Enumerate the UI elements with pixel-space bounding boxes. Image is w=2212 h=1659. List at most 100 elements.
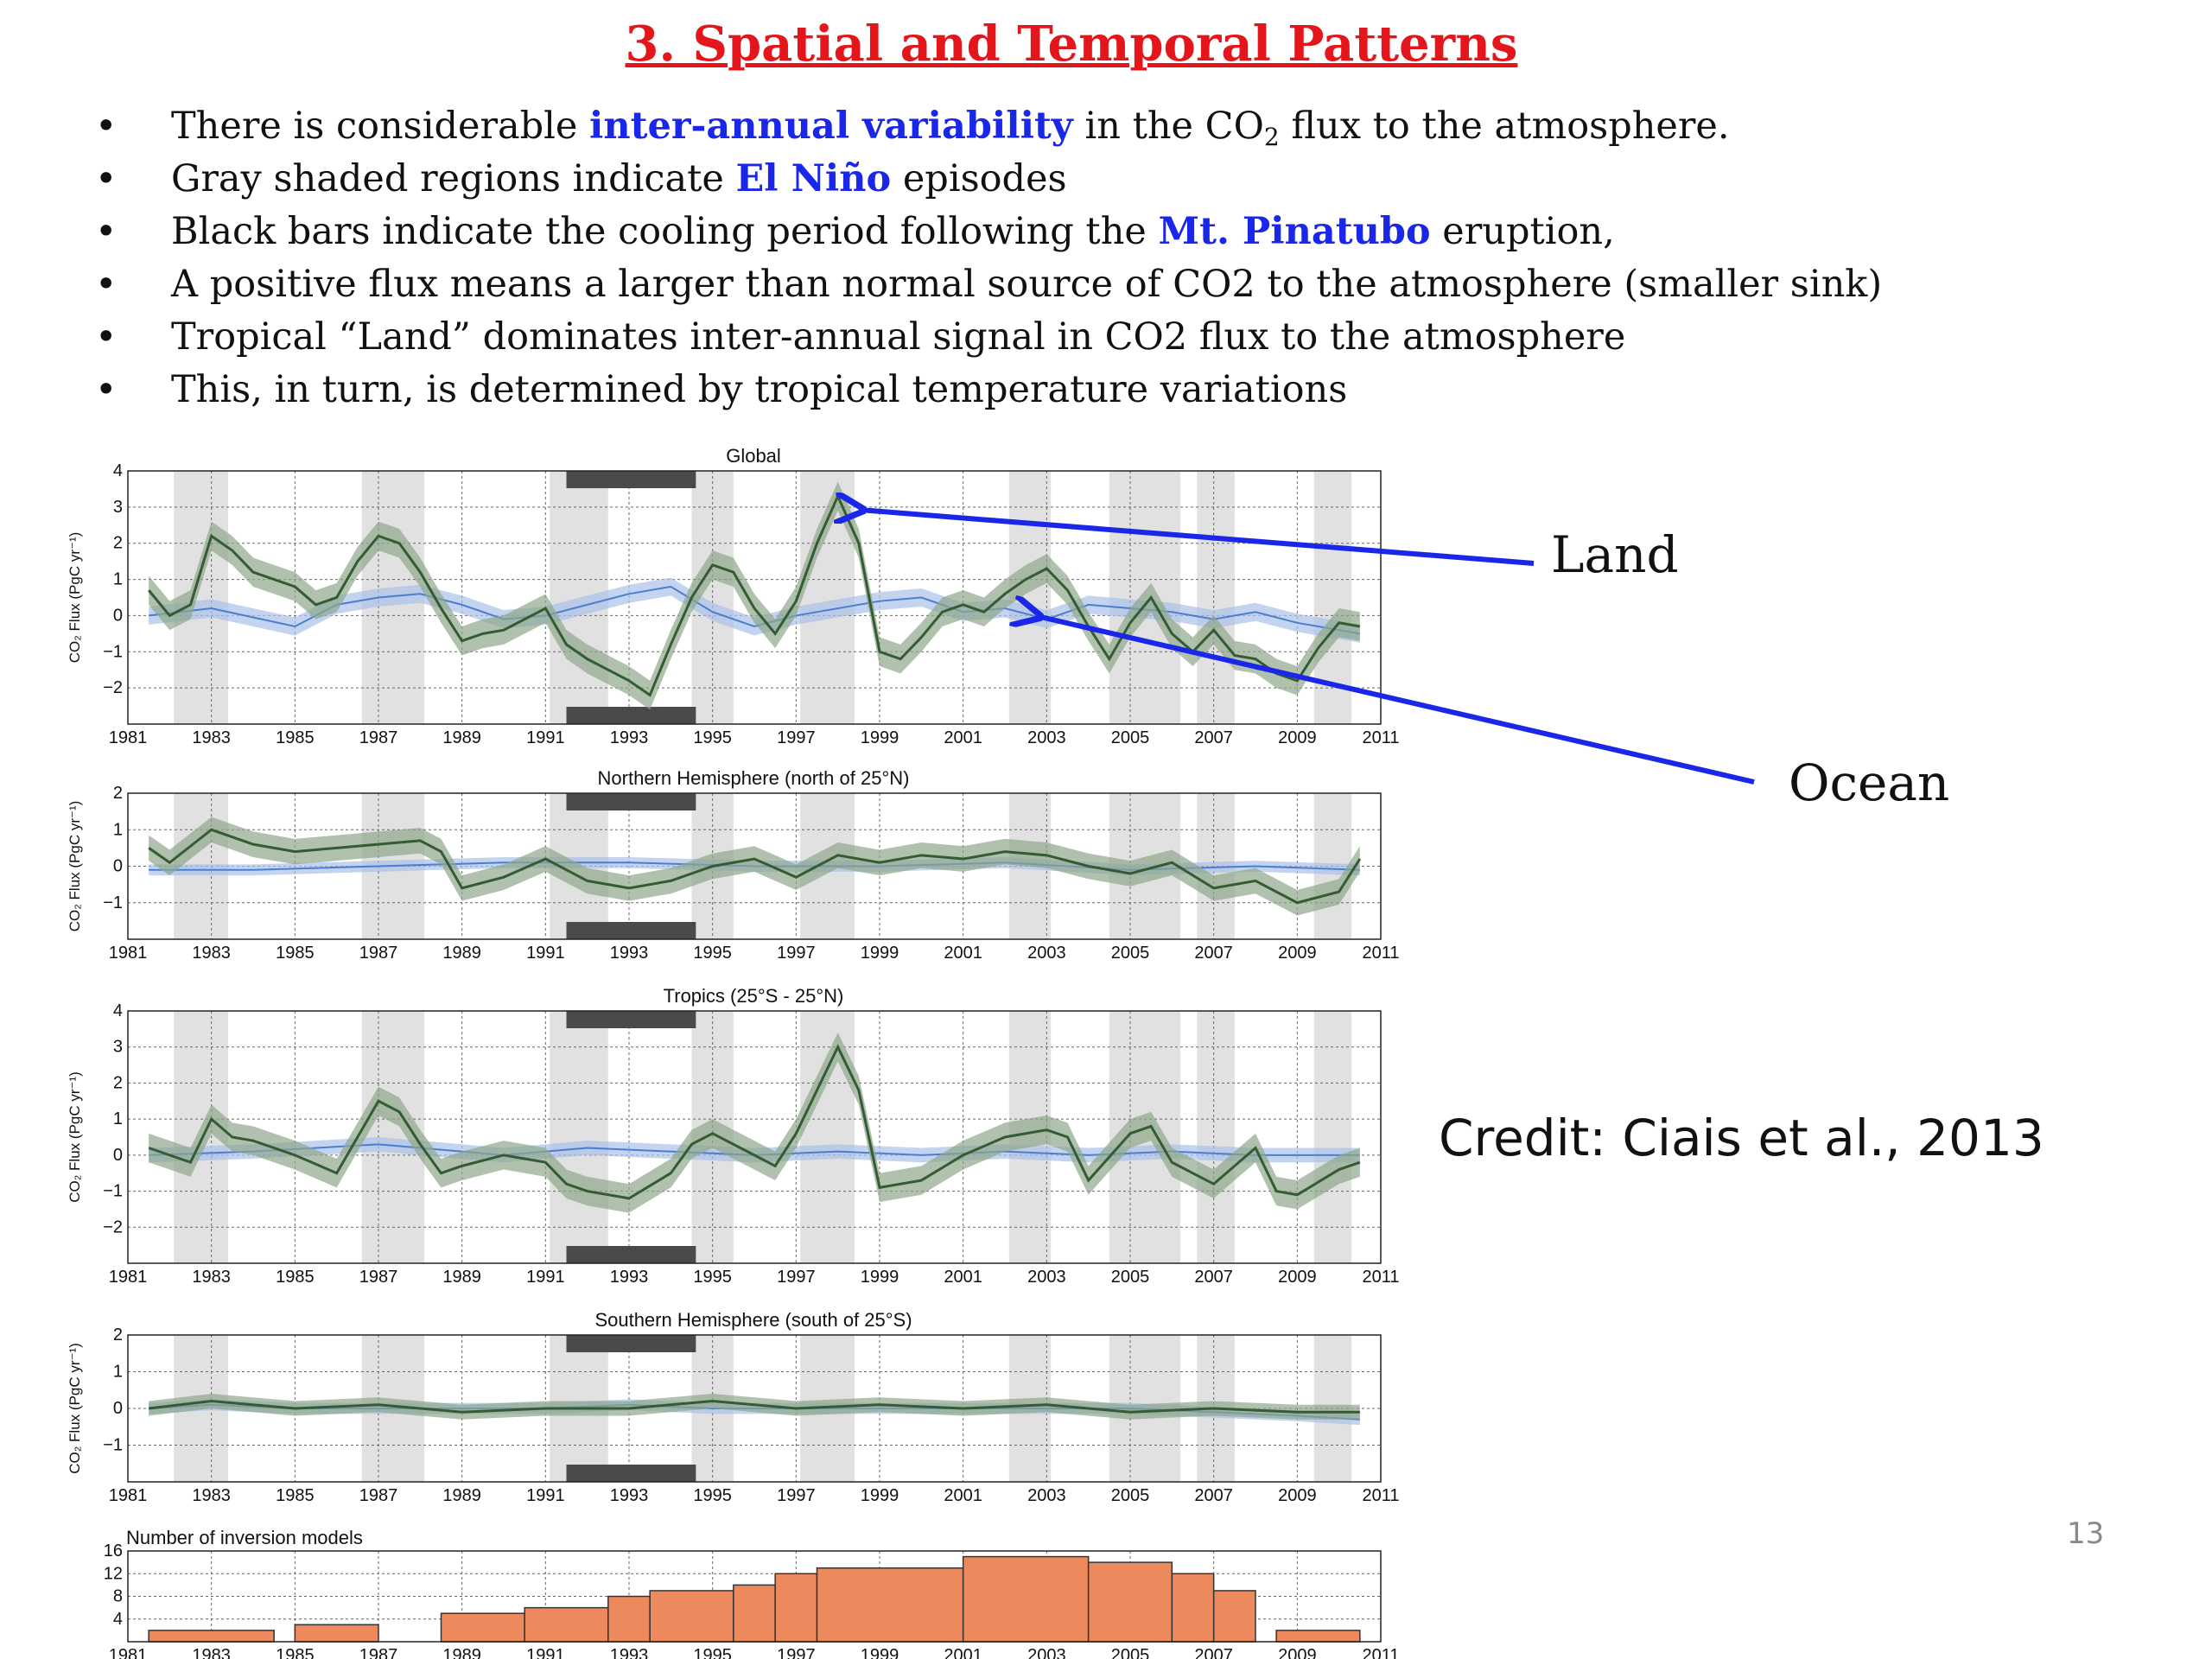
x-tick-label: 1991 — [526, 1486, 565, 1505]
x-tick-label: 1985 — [276, 1268, 315, 1287]
x-tick-label: 1983 — [192, 944, 231, 963]
x-tick-label: 2007 — [1194, 728, 1233, 747]
x-tick-label: 1989 — [442, 1646, 481, 1659]
y-tick-label: 2 — [113, 1073, 123, 1092]
model-count-bar — [148, 1630, 275, 1643]
x-tick-label: 1999 — [861, 944, 899, 963]
y-tick-label: −1 — [103, 1182, 123, 1201]
y-tick-label: 4 — [113, 1610, 123, 1629]
x-tick-label: 1981 — [109, 1486, 148, 1505]
land-callout: Land — [1551, 525, 1679, 584]
x-tick-label: 2005 — [1111, 1268, 1150, 1287]
x-tick-label: 1991 — [526, 728, 565, 747]
panel-title: Number of inversion models — [126, 1527, 363, 1548]
x-tick-label: 1995 — [693, 1268, 732, 1287]
x-tick-label: 2003 — [1027, 1268, 1066, 1287]
plot-frame — [127, 1550, 1382, 1643]
x-tick-label: 2011 — [1362, 728, 1399, 747]
x-tick-label: 2001 — [944, 728, 982, 747]
pinatubo-bar — [566, 471, 696, 488]
x-tick-label: 1995 — [693, 728, 732, 747]
x-tick-label: 1981 — [109, 1646, 148, 1659]
bullet-item: There is considerable inter-annual varia… — [95, 100, 1996, 153]
y-tick-label: 3 — [113, 498, 123, 517]
bullet-item: A positive flux means a larger than norm… — [95, 258, 1996, 311]
y-axis-label: CO₂ Flux (PgC yr⁻¹) — [67, 1071, 83, 1203]
plot-frame — [127, 1010, 1382, 1264]
pinatubo-bar — [566, 1246, 696, 1263]
x-tick-label: 1985 — [276, 728, 315, 747]
panel-title: Tropics (25°S - 25°N) — [664, 985, 844, 1007]
y-tick-label: 16 — [104, 1541, 123, 1560]
x-tick-label: 1983 — [192, 1268, 231, 1287]
pinatubo-bar — [566, 1465, 696, 1482]
x-tick-label: 1991 — [526, 944, 565, 963]
x-tick-label: 1983 — [192, 1646, 231, 1659]
x-tick-label: 1995 — [693, 944, 732, 963]
bullet-item: Black bars indicate the cooling period f… — [95, 206, 1996, 258]
chart-panel: CO₂ Flux (PgC yr⁻¹) −2 −1 0 1 2 3 4 1981 1983 1985… — [67, 445, 1400, 747]
x-tick-label: 2009 — [1278, 1268, 1317, 1287]
x-tick-label: 1993 — [610, 728, 649, 747]
land-uncertainty-band — [149, 481, 1360, 710]
y-tick-label: 2 — [113, 1325, 123, 1344]
x-tick-label: 1983 — [192, 1486, 231, 1505]
pinatubo-bar — [566, 707, 696, 724]
x-tick-label: 1981 — [109, 728, 148, 747]
land-flux-line — [148, 493, 1361, 697]
bullet-highlight: Mt. Pinatubo — [1158, 210, 1431, 253]
page-number: 13 — [2067, 1516, 2105, 1551]
y-tick-label: 1 — [113, 1363, 123, 1382]
x-tick-label: 2005 — [1111, 944, 1150, 963]
model-count-bar — [607, 1595, 651, 1643]
bullet-text: A positive flux means a larger than norm… — [171, 263, 1883, 306]
x-tick-label: 2001 — [944, 1268, 982, 1287]
y-axis-label: CO₂ Flux (PgC yr⁻¹) — [67, 532, 83, 664]
slide-title: 3. Spatial and Temporal Patterns — [625, 16, 1518, 73]
y-tick-label: −2 — [103, 1217, 123, 1236]
y-tick-label: −1 — [103, 1436, 123, 1455]
x-tick-label: 2011 — [1362, 1646, 1399, 1659]
x-tick-label: 1997 — [777, 1646, 816, 1659]
x-tick-label: 1997 — [777, 1486, 816, 1505]
pinatubo-bar — [566, 1011, 696, 1028]
y-tick-label: 4 — [113, 1001, 123, 1020]
x-tick-label: 1987 — [359, 1646, 398, 1659]
panel-title: Southern Hemisphere (south of 25°S) — [594, 1309, 912, 1331]
model-count-bar — [1171, 1573, 1215, 1643]
y-tick-label: 1 — [113, 1109, 123, 1128]
x-tick-label: 2007 — [1194, 944, 1233, 963]
land-flux-line — [148, 828, 1362, 905]
x-tick-label: 1991 — [526, 1268, 565, 1287]
land-uncertainty-band — [149, 817, 1360, 916]
x-tick-label: 2001 — [944, 1486, 982, 1505]
x-tick-label: 2009 — [1278, 944, 1317, 963]
y-tick-label: 0 — [113, 1146, 123, 1165]
x-tick-label: 1989 — [442, 1486, 481, 1505]
ocean-uncertainty-band — [149, 577, 1360, 643]
bullet-item: This, in turn, is determined by tropical… — [95, 364, 1996, 416]
plot-frame — [127, 1334, 1382, 1483]
model-count-bar — [294, 1624, 379, 1643]
model-count-bar — [1275, 1630, 1361, 1643]
el-nino-shade — [550, 1011, 608, 1263]
bullet-text: This, in turn, is determined by tropical… — [171, 368, 1348, 411]
x-tick-label: 1987 — [359, 1486, 398, 1505]
model-count-bar — [524, 1606, 609, 1643]
bullet-text: Black bars indicate the cooling period f… — [171, 210, 1159, 253]
pinatubo-bar — [566, 793, 696, 810]
pinatubo-bar — [566, 922, 696, 939]
bullet-list: There is considerable inter-annual varia… — [95, 100, 1996, 416]
y-axis-label: CO₂ Flux (PgC yr⁻¹) — [67, 801, 83, 932]
chart-panels: CO₂ Flux (PgC yr⁻¹) −2 −1 0 1 2 3 4 1981 1983 1985… — [67, 445, 1400, 1659]
x-tick-label: 1993 — [610, 1486, 649, 1505]
x-tick-label: 1995 — [693, 1646, 732, 1659]
y-tick-label: 0 — [113, 857, 123, 876]
model-count-bar — [440, 1612, 525, 1643]
x-tick-label: 2005 — [1111, 1486, 1150, 1505]
x-tick-label: 2009 — [1278, 728, 1317, 747]
x-tick-label: 1997 — [777, 944, 816, 963]
x-tick-label: 1989 — [442, 1268, 481, 1287]
x-tick-label: 1999 — [861, 728, 899, 747]
